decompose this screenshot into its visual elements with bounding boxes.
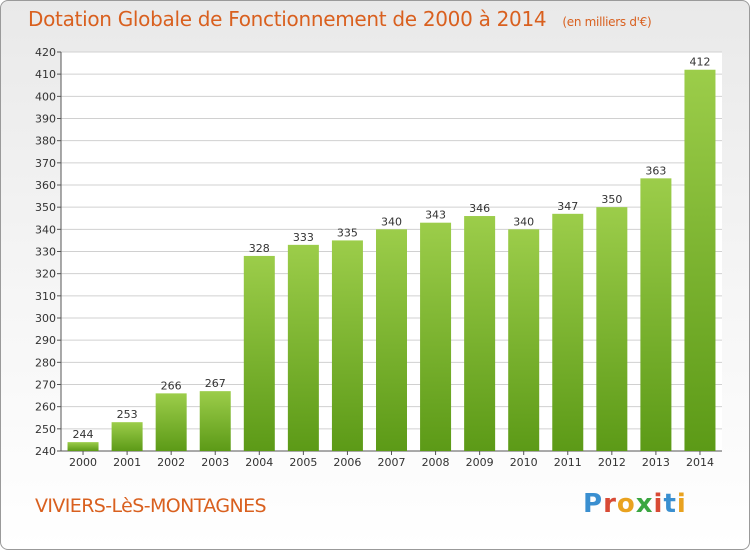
data-labels: 244 253 266 267 328 333 335 340 343 346 340 347 350 3… [73, 56, 711, 441]
x-tick-label: 2007 [378, 456, 406, 469]
y-tick-label: 400 [35, 90, 56, 103]
x-tick-label: 2009 [466, 456, 494, 469]
data-label: 267 [205, 377, 226, 390]
bar-2000 [67, 442, 99, 451]
y-tick-label: 380 [35, 135, 56, 148]
y-tick-label: 420 [35, 46, 56, 59]
y-tick-label: 240 [35, 445, 56, 458]
bar-2002 [155, 393, 187, 451]
y-tick-label: 300 [35, 312, 56, 325]
bar-2003 [199, 391, 231, 451]
chart-title: Dotation Globale de Fonctionnement de 20… [28, 7, 652, 31]
bar-2011 [552, 213, 584, 451]
x-tick-label: 2012 [598, 456, 626, 469]
y-tick-label: 250 [35, 423, 56, 436]
axes: 240 250 260 270 280 290 300 310 320 330 340 350 360 3… [35, 46, 722, 469]
y-tick-label: 290 [35, 334, 56, 347]
bar-2012 [596, 207, 628, 451]
data-label: 347 [557, 200, 578, 213]
y-tick-label: 310 [35, 290, 56, 303]
y-tick-label: 390 [35, 113, 56, 126]
bar-2005 [287, 244, 319, 451]
data-label: 253 [117, 408, 138, 421]
x-tick-label: 2003 [201, 456, 229, 469]
x-tick-label: 2008 [422, 456, 450, 469]
data-label: 363 [645, 164, 666, 177]
bar-2009 [464, 216, 496, 451]
bar-2013 [640, 178, 672, 451]
data-label: 340 [513, 215, 534, 228]
y-tick-label: 350 [35, 201, 56, 214]
bar-2014 [684, 69, 716, 451]
chart-title-text: Dotation Globale de Fonctionnement de 20… [28, 7, 547, 31]
x-tick-label: 2014 [686, 456, 714, 469]
x-tick-label: 2013 [642, 456, 670, 469]
data-label: 350 [601, 193, 622, 206]
data-label: 244 [73, 428, 94, 441]
x-tick-label: 2002 [157, 456, 185, 469]
y-tick-label: 270 [35, 379, 56, 392]
bar-2004 [243, 255, 275, 451]
y-tick-label: 410 [35, 68, 56, 81]
data-label: 266 [161, 379, 182, 392]
data-label: 346 [469, 202, 490, 215]
y-tick-label: 370 [35, 157, 56, 170]
bar-2007 [376, 229, 407, 451]
data-label: 333 [293, 231, 314, 244]
bar-2001 [111, 422, 143, 451]
x-tick-label: 2000 [69, 456, 97, 469]
bar-2010 [508, 229, 540, 451]
x-tick-label: 2005 [289, 456, 317, 469]
bars [67, 69, 716, 451]
y-tick-label: 260 [35, 401, 56, 414]
data-label: 412 [689, 56, 710, 69]
bar-2008 [420, 222, 452, 451]
commune-name: VIVIERS-LèS-MONTAGNES [35, 495, 267, 517]
y-tick-label: 340 [35, 223, 56, 236]
chart-unit: (en milliers d'€) [562, 15, 652, 29]
data-label: 343 [425, 209, 446, 222]
data-label: 340 [381, 215, 402, 228]
y-tick-label: 360 [35, 179, 56, 192]
x-tick-label: 2010 [510, 456, 538, 469]
proxiti-logo[interactable]: Proxiti [583, 489, 687, 519]
x-tick-label: 2006 [333, 456, 361, 469]
x-tick-label: 2001 [113, 456, 141, 469]
y-tick-label: 280 [35, 356, 56, 369]
data-label: 328 [249, 242, 270, 255]
y-tick-label: 320 [35, 268, 56, 281]
x-tick-label: 2004 [245, 456, 273, 469]
data-label: 335 [337, 226, 358, 239]
bar-2006 [331, 240, 363, 451]
y-tick-label: 330 [35, 246, 56, 259]
x-tick-label: 2011 [554, 456, 582, 469]
